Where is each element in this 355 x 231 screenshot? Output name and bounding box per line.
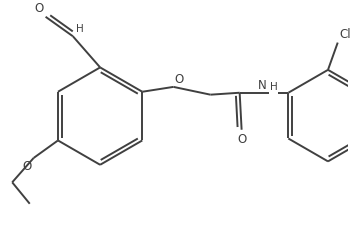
Text: Cl: Cl	[340, 28, 351, 41]
Text: H: H	[76, 24, 83, 34]
Text: O: O	[237, 133, 246, 146]
Text: H: H	[270, 82, 278, 92]
Text: O: O	[34, 2, 44, 15]
Text: O: O	[22, 160, 32, 173]
Text: O: O	[174, 73, 184, 86]
Text: N: N	[258, 79, 267, 92]
